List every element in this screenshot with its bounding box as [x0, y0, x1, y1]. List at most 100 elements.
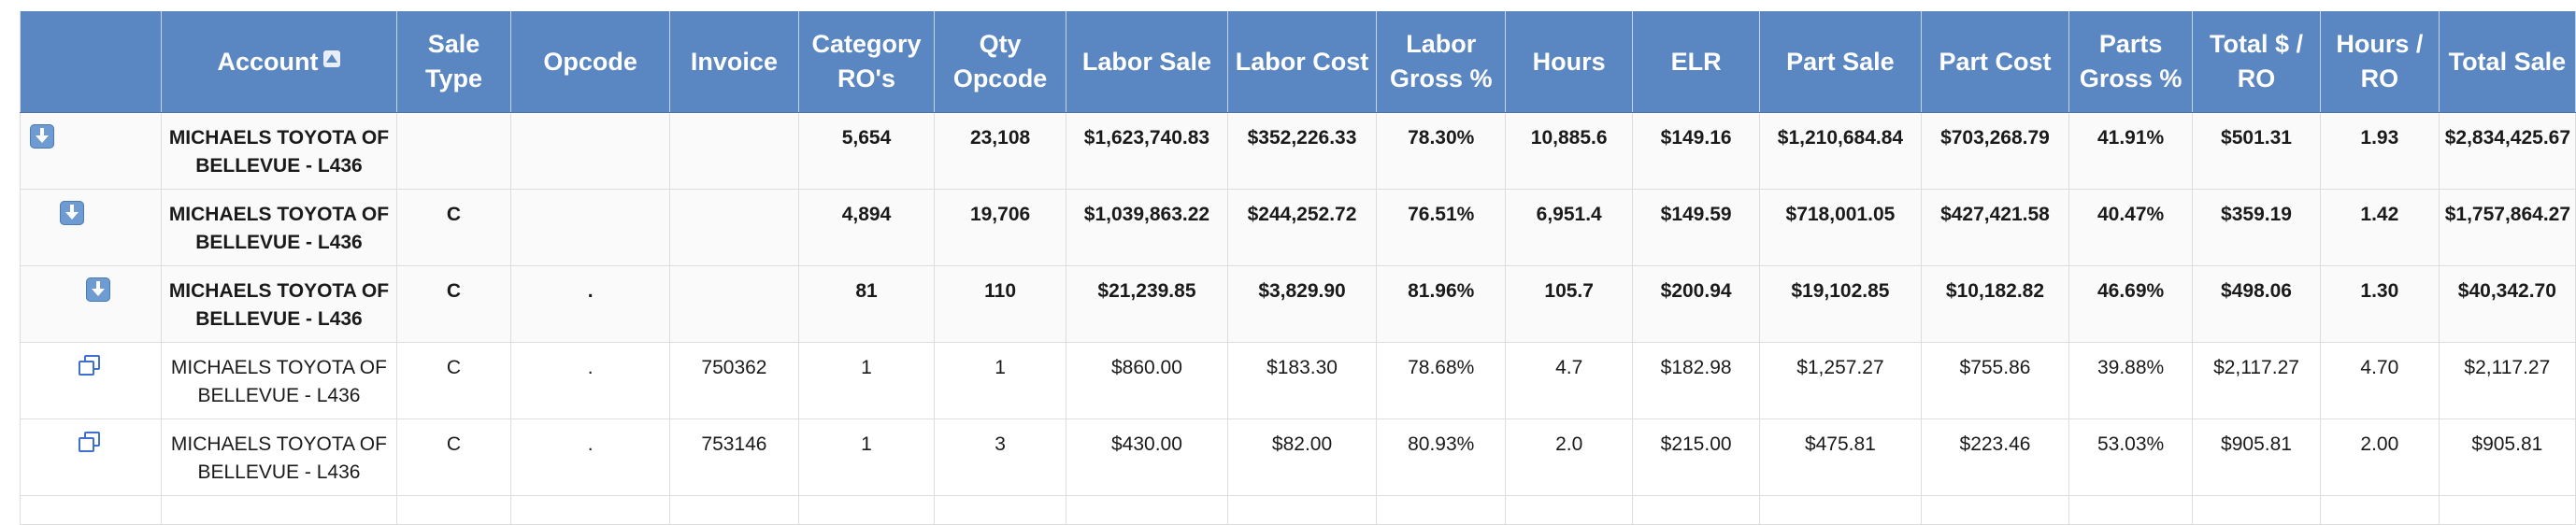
col-header-opcode[interactable]: Opcode	[510, 11, 670, 113]
table-row	[19, 495, 2576, 525]
cell-total-per-ro: $905.81	[2192, 419, 2321, 496]
col-header-total-sale[interactable]: Total Sale	[2439, 11, 2576, 113]
cell-account: MICHAELS TOYOTA OF BELLEVUE - L436	[161, 112, 397, 190]
cell-qty-opcode: 110	[934, 265, 1067, 343]
row-action-cell	[19, 342, 163, 419]
empty-cell	[2192, 495, 2321, 525]
cell-total-sale: $40,342.70	[2439, 265, 2576, 343]
open-window-icon[interactable]	[79, 432, 100, 452]
col-header-labor-sale[interactable]: Labor Sale	[1066, 11, 1228, 113]
cell-elr: $149.59	[1632, 189, 1761, 266]
empty-cell	[2320, 495, 2440, 525]
empty-cell	[2068, 495, 2194, 525]
cell-labor-sale: $21,239.85	[1066, 265, 1228, 343]
cell-part-cost: $703,268.79	[1921, 112, 2070, 190]
cell-total-sale: $2,117.27	[2439, 342, 2576, 419]
cell-sale-type: C	[396, 189, 512, 266]
cell-labor-gross-pct: 81.96%	[1376, 265, 1507, 343]
cell-hours: 105.7	[1505, 265, 1634, 343]
empty-cell	[19, 495, 163, 525]
cell-qty-opcode: 19,706	[934, 189, 1067, 266]
col-header-category-ros[interactable]: Category RO's	[798, 11, 936, 113]
empty-cell	[1759, 495, 1922, 525]
cell-hours: 10,885.6	[1505, 112, 1634, 190]
cell-part-sale: $1,210,684.84	[1759, 112, 1922, 190]
expand-down-icon[interactable]	[60, 201, 84, 225]
cell-total-sale: $1,757,864.27	[2439, 189, 2576, 266]
cell-parts-gross-pct: 40.47%	[2068, 189, 2194, 266]
empty-cell	[1921, 495, 2070, 525]
empty-cell	[396, 495, 512, 525]
cell-opcode: .	[510, 342, 670, 419]
cell-invoice: 753146	[669, 419, 799, 496]
col-header-sale-type[interactable]: Sale Type	[396, 11, 512, 113]
cell-labor-gross-pct: 80.93%	[1376, 419, 1507, 496]
col-header-parts-gross-pct[interactable]: Parts Gross %	[2068, 11, 2194, 113]
cell-total-sale: $905.81	[2439, 419, 2576, 496]
cell-hours: 4.7	[1505, 342, 1634, 419]
cell-labor-cost: $3,829.90	[1227, 265, 1378, 343]
cell-invoice	[669, 112, 799, 190]
expand-down-icon[interactable]	[86, 277, 110, 302]
cell-parts-gross-pct: 39.88%	[2068, 342, 2194, 419]
row-action-cell	[19, 419, 163, 496]
report-grid-container: Account Sale Type Opcode Invoice Categor…	[19, 11, 2576, 525]
col-header-hours[interactable]: Hours	[1505, 11, 1634, 113]
cell-opcode	[510, 112, 670, 190]
header-row: Account Sale Type Opcode Invoice Categor…	[19, 11, 2576, 113]
col-header-part-cost[interactable]: Part Cost	[1921, 11, 2070, 113]
cell-hours-per-ro: 1.30	[2320, 265, 2440, 343]
cell-labor-cost: $183.30	[1227, 342, 1378, 419]
sort-ascending-icon[interactable]	[323, 50, 341, 67]
open-window-icon[interactable]	[79, 355, 100, 376]
cell-invoice: 750362	[669, 342, 799, 419]
col-header-labor-cost[interactable]: Labor Cost	[1227, 11, 1378, 113]
cell-hours-per-ro: 2.00	[2320, 419, 2440, 496]
col-header-invoice[interactable]: Invoice	[669, 11, 799, 113]
cell-total-per-ro: $498.06	[2192, 265, 2321, 343]
cell-total-per-ro: $2,117.27	[2192, 342, 2321, 419]
cell-part-sale: $475.81	[1759, 419, 1922, 496]
empty-cell	[161, 495, 397, 525]
col-header-account[interactable]: Account	[161, 11, 397, 113]
col-header-labor-gross-pct[interactable]: Labor Gross %	[1376, 11, 1507, 113]
cell-elr: $149.16	[1632, 112, 1761, 190]
group-row: MICHAELS TOYOTA OF BELLEVUE - L436 5,654 2…	[19, 112, 2576, 190]
cell-total-sale: $2,834,425.67	[2439, 112, 2576, 190]
cell-category-ros: 1	[798, 342, 936, 419]
empty-cell	[1066, 495, 1228, 525]
empty-cell	[1227, 495, 1378, 525]
cell-labor-gross-pct: 78.30%	[1376, 112, 1507, 190]
cell-parts-gross-pct: 53.03%	[2068, 419, 2194, 496]
col-header-qty-opcode[interactable]: Qty Opcode	[934, 11, 1067, 113]
cell-part-sale: $1,257.27	[1759, 342, 1922, 419]
cell-labor-cost: $244,252.72	[1227, 189, 1378, 266]
cell-account: MICHAELS TOYOTA OF BELLEVUE - L436	[161, 189, 397, 266]
expand-down-icon[interactable]	[30, 124, 54, 149]
cell-part-sale: $718,001.05	[1759, 189, 1922, 266]
empty-cell	[1632, 495, 1761, 525]
col-header-total-per-ro[interactable]: Total $ / RO	[2192, 11, 2321, 113]
row-action-cell	[19, 189, 163, 266]
col-header-part-sale[interactable]: Part Sale	[1759, 11, 1922, 113]
cell-labor-sale: $430.00	[1066, 419, 1228, 496]
cell-hours: 2.0	[1505, 419, 1634, 496]
row-action-cell	[19, 265, 163, 343]
col-header-elr[interactable]: ELR	[1632, 11, 1761, 113]
cell-opcode: .	[510, 419, 670, 496]
cell-invoice	[669, 265, 799, 343]
empty-cell	[510, 495, 670, 525]
empty-cell	[1376, 495, 1507, 525]
group-row: MICHAELS TOYOTA OF BELLEVUE - L436 C 4,894…	[19, 189, 2576, 266]
cell-account: MICHAELS TOYOTA OF BELLEVUE - L436	[161, 342, 397, 419]
cell-hours: 6,951.4	[1505, 189, 1634, 266]
cell-part-cost: $223.46	[1921, 419, 2070, 496]
report-table: Account Sale Type Opcode Invoice Categor…	[19, 11, 2576, 525]
cell-category-ros: 1	[798, 419, 936, 496]
table-body: MICHAELS TOYOTA OF BELLEVUE - L436 5,654 2…	[19, 112, 2576, 525]
table-row: MICHAELS TOYOTA OF BELLEVUE - L436 C. 7503…	[19, 342, 2576, 419]
cell-labor-cost: $352,226.33	[1227, 112, 1378, 190]
empty-cell	[2439, 495, 2576, 525]
col-header-expand	[19, 11, 163, 113]
col-header-hours-per-ro[interactable]: Hours / RO	[2320, 11, 2440, 113]
